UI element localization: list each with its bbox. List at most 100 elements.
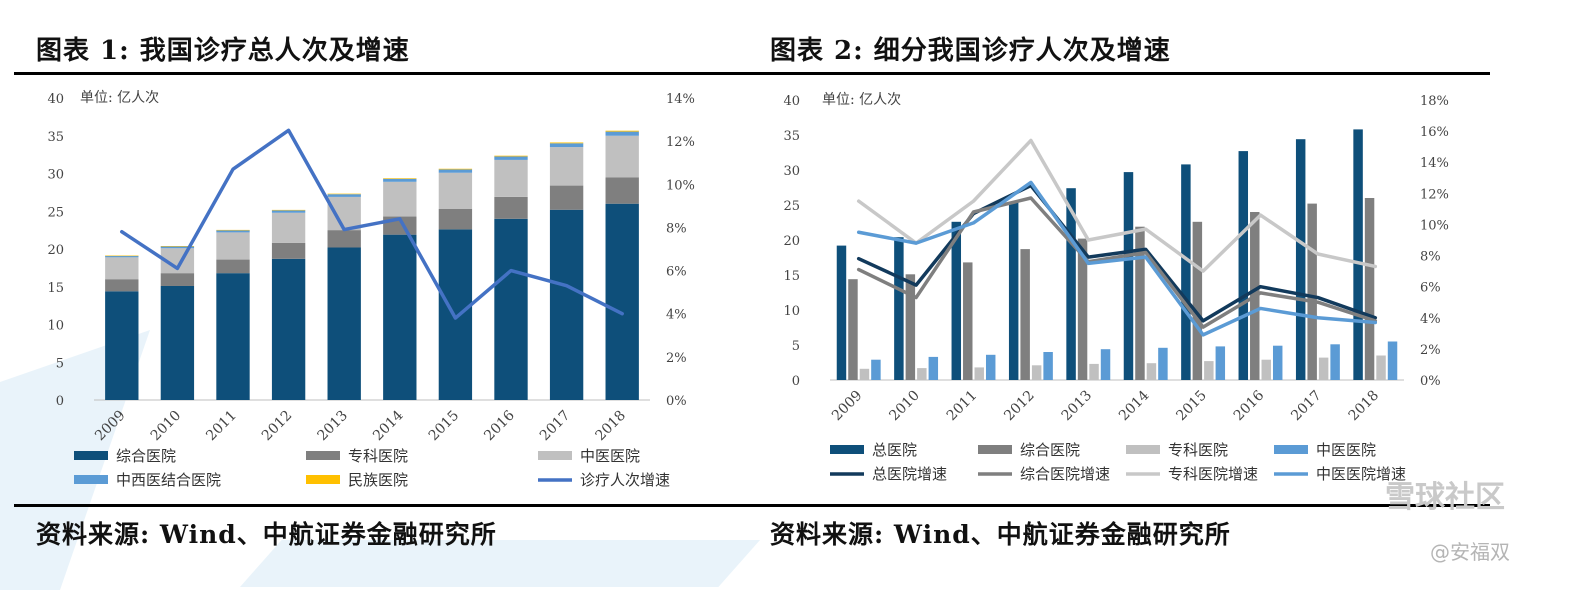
- bar-segment: [161, 286, 194, 400]
- y-left-tick-label: 20: [783, 234, 800, 249]
- bar: [1032, 365, 1041, 380]
- legend-label: 民族医院: [348, 471, 408, 489]
- legend-label: 综合医院: [116, 447, 176, 465]
- y-left-tick-label: 5: [792, 339, 800, 354]
- y-right-tick-label: 2%: [666, 351, 687, 366]
- x-tick-label: 2011: [203, 408, 240, 445]
- figure1-top-rule: [14, 72, 754, 75]
- bar-segment: [606, 132, 639, 136]
- y-left-tick-label: 30: [783, 164, 800, 179]
- bar: [1158, 348, 1167, 380]
- y-right-tick-label: 4%: [1420, 312, 1441, 327]
- bar-segment: [439, 209, 472, 229]
- figure2-bottom-rule: [752, 504, 1490, 507]
- legend-label: 诊疗人次增速: [580, 471, 670, 489]
- y-right-tick-label: 12%: [1420, 187, 1449, 202]
- y-right-tick-label: 10%: [1420, 218, 1449, 233]
- bar-segment: [550, 143, 583, 147]
- bar: [1101, 349, 1110, 380]
- bar: [1089, 364, 1098, 380]
- bar-segment: [216, 230, 249, 231]
- legend-label: 专科医院: [1168, 441, 1228, 459]
- y-left-tick-label: 15: [783, 269, 800, 284]
- bar: [860, 369, 869, 380]
- x-tick-label: 2010: [886, 388, 923, 425]
- bar-segment: [105, 279, 138, 291]
- bar: [929, 357, 938, 380]
- x-tick-label: 2013: [1059, 388, 1096, 425]
- y-right-tick-label: 14%: [666, 92, 695, 107]
- bar-segment: [494, 219, 527, 400]
- y-right-tick-label: 6%: [1420, 281, 1441, 296]
- x-tick-label: 2015: [1173, 388, 1210, 425]
- bar-segment: [328, 197, 361, 230]
- y-left-tick-label: 25: [783, 199, 800, 214]
- bar-segment: [606, 131, 639, 132]
- bar-segment: [161, 273, 194, 286]
- x-tick-label: 2016: [481, 407, 518, 444]
- y-right-tick-label: 8%: [1420, 250, 1441, 265]
- bar-segment: [383, 235, 416, 400]
- bar-segment: [216, 260, 249, 274]
- legend-swatch: [306, 451, 340, 460]
- y-left-tick-label: 10: [783, 304, 800, 319]
- y-right-tick-label: 4%: [666, 308, 687, 323]
- legend-label: 中医医院: [580, 447, 640, 465]
- bar-segment: [272, 259, 305, 400]
- bar: [975, 367, 984, 380]
- y-left-tick-label: 0: [56, 394, 64, 409]
- x-tick-label: 2009: [92, 408, 129, 445]
- x-tick-label: 2009: [829, 388, 866, 425]
- figure2-top-rule: [752, 72, 1490, 75]
- legend-swatch: [74, 475, 108, 484]
- y-left-tick-label: 10: [47, 319, 64, 334]
- bar-segment: [606, 136, 639, 178]
- y-right-tick-label: 16%: [1420, 125, 1449, 140]
- bar: [1216, 346, 1225, 380]
- bar-segment: [272, 243, 305, 259]
- bar-segment: [272, 210, 305, 211]
- bar: [1273, 346, 1282, 380]
- bar-segment: [383, 179, 416, 182]
- x-tick-label: 2012: [259, 408, 296, 445]
- bar-segment: [216, 230, 249, 232]
- bar-segment: [383, 182, 416, 217]
- legend-swatch: [306, 475, 340, 484]
- y-left-tick-label: 25: [47, 205, 64, 220]
- x-tick-label: 2010: [148, 408, 185, 445]
- bar: [1319, 358, 1328, 380]
- y-left-tick-label: 15: [47, 281, 64, 296]
- bar-segment: [494, 156, 527, 159]
- bar-segment: [494, 160, 527, 197]
- bar-segment: [328, 194, 361, 197]
- x-tick-label: 2017: [537, 408, 574, 445]
- bar-segment: [550, 186, 583, 210]
- bar-segment: [494, 197, 527, 219]
- bar: [1262, 360, 1271, 380]
- bar: [894, 237, 903, 380]
- y-left-tick-label: 20: [47, 243, 64, 258]
- x-tick-label: 2017: [1288, 388, 1325, 425]
- y-right-tick-label: 2%: [1420, 343, 1441, 358]
- unit-label: 单位: 亿人次: [80, 90, 159, 106]
- bar: [848, 279, 857, 380]
- bar: [871, 360, 880, 380]
- bar-segment: [216, 232, 249, 259]
- y-left-tick-label: 5: [56, 356, 64, 371]
- bar: [906, 274, 915, 380]
- y-left-tick-label: 35: [47, 130, 64, 145]
- bar-segment: [550, 147, 583, 186]
- bar: [1353, 129, 1362, 380]
- x-tick-label: 2012: [1001, 388, 1038, 425]
- bar-segment: [328, 230, 361, 247]
- figure1-source: 资料来源: Wind、中航证券金融研究所: [36, 515, 497, 551]
- bar: [1009, 202, 1018, 380]
- bar-segment: [272, 213, 305, 243]
- x-tick-label: 2013: [315, 408, 352, 445]
- bar: [1193, 222, 1202, 380]
- legend-swatch: [1274, 445, 1308, 454]
- y-right-tick-label: 12%: [666, 135, 695, 150]
- bar-segment: [550, 210, 583, 400]
- unit-label: 单位: 亿人次: [822, 92, 901, 108]
- bar: [1330, 344, 1339, 380]
